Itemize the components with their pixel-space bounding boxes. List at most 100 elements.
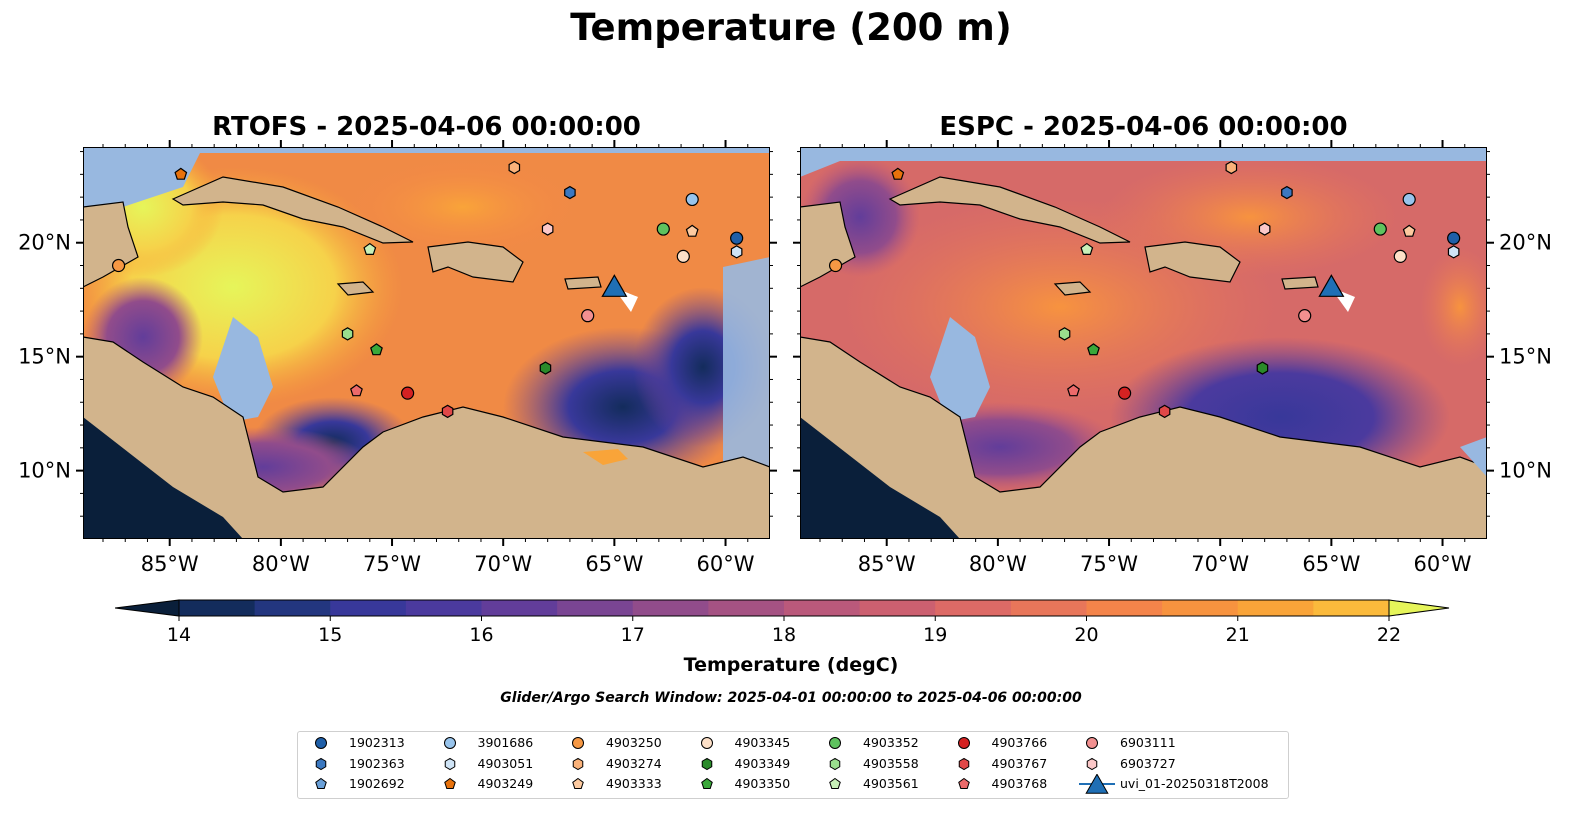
float-marker-4903352[interactable] xyxy=(656,222,670,236)
shelf-top xyxy=(83,147,770,153)
land-cuba xyxy=(171,176,414,244)
shelf-nicaragua xyxy=(213,317,273,422)
float-marker-4903274[interactable] xyxy=(1225,160,1238,175)
pentagon-icon xyxy=(700,777,713,789)
colorbar: 14 15 16 17 18 19 20 21 22 xyxy=(115,599,1450,646)
pentagon-icon xyxy=(957,777,970,789)
float-marker-4903767[interactable] xyxy=(441,404,454,419)
float-marker-4903349[interactable] xyxy=(539,361,552,375)
colorbar-segment xyxy=(557,600,634,616)
float-marker-4903561[interactable] xyxy=(363,242,377,256)
shelf-gulf xyxy=(800,147,840,177)
float-marker-4903274[interactable] xyxy=(508,160,521,175)
land-yucatan xyxy=(800,201,856,288)
land-central-south-america xyxy=(83,336,770,539)
map-panel-espc[interactable] xyxy=(800,147,1487,539)
lon-tick-label: 60°W xyxy=(1414,552,1472,576)
glider-marker[interactable] xyxy=(1318,274,1345,297)
map-panel-rtofs[interactable] xyxy=(83,147,770,539)
float-marker-4903766[interactable] xyxy=(1118,386,1132,400)
float-marker-4903250[interactable] xyxy=(111,258,126,273)
legend-label: 4903051 xyxy=(477,755,534,771)
lon-tick-label: 65°W xyxy=(585,552,643,576)
lon-tick-label: 75°W xyxy=(363,552,421,576)
float-marker-3901686[interactable] xyxy=(685,192,699,207)
legend-label: 1902363 xyxy=(349,755,405,771)
colorbar-segment xyxy=(1237,600,1314,616)
float-marker-4903249[interactable] xyxy=(174,167,188,180)
lon-tick-label: 65°W xyxy=(1302,552,1360,576)
float-marker-4903051[interactable] xyxy=(730,245,743,259)
circle-icon xyxy=(315,737,327,749)
float-marker-4903768[interactable] xyxy=(1067,384,1080,397)
float-marker-4903333[interactable] xyxy=(685,224,699,237)
land-puerto-rico xyxy=(564,276,602,290)
colorbar-tick-label: 17 xyxy=(621,624,645,646)
shelf-nicaragua xyxy=(930,317,990,422)
glider-marker[interactable] xyxy=(601,274,628,297)
colorbar-segment xyxy=(405,600,482,616)
float-marker-6903727[interactable] xyxy=(1258,222,1271,236)
legend-label: 4903333 xyxy=(606,776,662,791)
lat-tick-label: 20°N xyxy=(1499,231,1552,255)
float-marker-4903349[interactable] xyxy=(1256,361,1269,375)
pacific-ocean xyxy=(800,417,960,539)
float-marker-4903768[interactable] xyxy=(350,384,363,397)
float-marker-4903345[interactable] xyxy=(676,249,690,263)
float-marker-4903249[interactable] xyxy=(891,167,905,180)
float-marker-6903111[interactable] xyxy=(1298,309,1312,323)
float-marker-4903558[interactable] xyxy=(1058,327,1071,341)
legend-label: 3901686 xyxy=(477,735,534,750)
colorbar-segment xyxy=(254,600,331,616)
legend-label: 4903768 xyxy=(991,776,1048,791)
land-hispaniola xyxy=(1144,241,1241,283)
float-marker-4903766[interactable] xyxy=(401,386,415,400)
float-marker-4903558[interactable] xyxy=(341,327,354,341)
float-marker-4903250[interactable] xyxy=(828,258,843,273)
float-marker-4903333[interactable] xyxy=(1402,224,1416,237)
lat-tick-label: 10°N xyxy=(18,459,71,483)
float-marker-4903350[interactable] xyxy=(1087,343,1100,356)
float-marker-4903345[interactable] xyxy=(1393,249,1407,263)
colorbar-segment xyxy=(179,600,256,616)
legend-label: 1902313 xyxy=(349,735,405,750)
colorbar-segment xyxy=(859,600,936,616)
land-jamaica xyxy=(336,281,375,296)
float-marker-1902363[interactable] xyxy=(1281,185,1293,200)
pentagon-icon xyxy=(829,777,841,789)
float-marker-4903051[interactable] xyxy=(1447,245,1460,259)
pentagon-icon xyxy=(315,777,327,789)
colorbar-segment xyxy=(1010,600,1087,616)
pentagon-icon xyxy=(572,777,584,789)
float-marker-4903350[interactable] xyxy=(370,343,383,356)
colorbar-segment xyxy=(330,600,407,616)
shelf-top xyxy=(800,147,1487,161)
land-jamaica xyxy=(1053,281,1092,296)
colorbar-extend-low xyxy=(115,599,180,617)
colorbar-segment xyxy=(708,600,785,616)
float-marker-4903561[interactable] xyxy=(1080,242,1094,256)
legend-label: 4903561 xyxy=(863,776,919,791)
float-marker-6903727[interactable] xyxy=(541,222,554,236)
legend-label: 6903727 xyxy=(1120,755,1176,771)
float-marker-1902313[interactable] xyxy=(730,231,744,245)
legend-label: 4903558 xyxy=(863,755,919,771)
float-marker-4903352[interactable] xyxy=(1373,222,1387,236)
land-hispaniola xyxy=(427,241,524,283)
float-marker-6903111[interactable] xyxy=(581,309,595,323)
float-marker-1902363[interactable] xyxy=(564,185,576,200)
colorbar-segment xyxy=(632,600,709,616)
land-puerto-rico xyxy=(1281,276,1319,290)
circle-icon xyxy=(700,737,713,749)
panel-title-rtofs: RTOFS - 2025-04-06 00:00:00 xyxy=(212,112,641,142)
colorbar-tick-label: 16 xyxy=(469,624,493,646)
lon-tick-label: 60°W xyxy=(697,552,755,576)
float-marker-3901686[interactable] xyxy=(1402,192,1416,207)
circle-icon xyxy=(443,737,456,749)
colorbar-extend-high xyxy=(1388,599,1450,617)
hexagon-icon xyxy=(444,757,455,770)
warm-patch-north xyxy=(343,157,583,257)
colorbar-tick-label: 14 xyxy=(167,624,191,646)
float-marker-4903767[interactable] xyxy=(1158,404,1171,419)
float-marker-1902313[interactable] xyxy=(1447,231,1461,245)
